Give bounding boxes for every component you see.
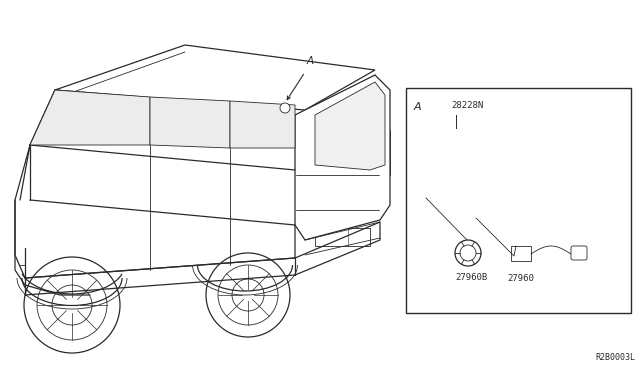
Text: A: A <box>414 102 422 112</box>
Bar <box>406 88 631 313</box>
Polygon shape <box>421 151 498 218</box>
Circle shape <box>280 103 290 113</box>
Bar <box>377 130 390 175</box>
Circle shape <box>455 240 481 266</box>
Text: 27960B: 27960B <box>455 273 487 282</box>
Text: 28228N: 28228N <box>451 101 483 110</box>
Polygon shape <box>230 101 295 148</box>
Polygon shape <box>315 82 385 170</box>
Bar <box>511 246 531 261</box>
Text: A: A <box>307 56 314 66</box>
Text: R2B0003L: R2B0003L <box>595 353 635 362</box>
Polygon shape <box>55 45 375 110</box>
Bar <box>295 168 307 208</box>
Bar <box>315 228 370 246</box>
Polygon shape <box>411 145 506 225</box>
Polygon shape <box>295 75 390 240</box>
FancyBboxPatch shape <box>571 246 587 260</box>
Text: 27960: 27960 <box>508 274 534 283</box>
Polygon shape <box>150 97 230 148</box>
Polygon shape <box>30 90 150 145</box>
